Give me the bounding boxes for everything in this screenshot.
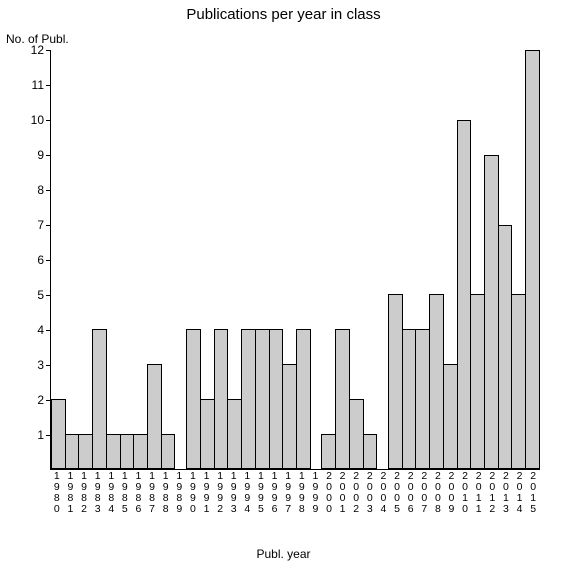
x-tick: 1987 — [145, 471, 159, 515]
bar — [106, 434, 121, 469]
x-tick: 1992 — [213, 471, 227, 515]
bar — [241, 329, 256, 469]
bar — [388, 294, 403, 469]
bar — [214, 329, 229, 469]
y-tick: 6 — [0, 253, 50, 267]
bar — [120, 434, 135, 469]
y-tick: 7 — [0, 218, 50, 232]
x-tick: 2006 — [404, 471, 418, 515]
bar — [335, 329, 350, 469]
y-tick: 10 — [0, 113, 50, 127]
y-tick: 4 — [0, 323, 50, 337]
y-tick: 8 — [0, 183, 50, 197]
x-tick: 1988 — [159, 471, 173, 515]
bar — [186, 329, 201, 469]
x-tick: 2014 — [513, 471, 527, 515]
x-tick: 1994 — [241, 471, 255, 515]
bar — [349, 399, 364, 469]
bar — [133, 434, 148, 469]
x-tick: 2002 — [349, 471, 363, 515]
x-tick: 1980 — [50, 471, 64, 515]
x-tick: 1981 — [64, 471, 78, 515]
x-tick: 1993 — [227, 471, 241, 515]
x-tick: 1985 — [118, 471, 132, 515]
x-tick: 1996 — [268, 471, 282, 515]
x-tick: 1990 — [186, 471, 200, 515]
bar — [511, 294, 526, 469]
bar — [147, 364, 162, 469]
x-tick: 1986 — [132, 471, 146, 515]
bar — [92, 329, 107, 469]
x-tick: 2009 — [445, 471, 459, 515]
bar — [457, 120, 472, 469]
x-ticks: 1980198119821983198419851986198719881989… — [50, 471, 540, 515]
x-tick: 2010 — [458, 471, 472, 515]
x-tick: 1999 — [309, 471, 323, 515]
y-tick: 3 — [0, 358, 50, 372]
bar — [78, 434, 93, 469]
x-tick: 2008 — [431, 471, 445, 515]
bar — [282, 364, 297, 469]
bar — [415, 329, 430, 469]
bar — [65, 434, 80, 469]
x-tick: 2013 — [499, 471, 513, 515]
publications-chart: Publications per year in class No. of Pu… — [0, 0, 567, 567]
x-tick: 1995 — [254, 471, 268, 515]
bar — [498, 225, 513, 469]
y-tick: 9 — [0, 148, 50, 162]
bar — [429, 294, 444, 469]
x-tick: 2001 — [336, 471, 350, 515]
bar — [484, 155, 499, 469]
bar — [51, 399, 66, 469]
x-tick: 1984 — [104, 471, 118, 515]
x-tick: 2007 — [417, 471, 431, 515]
x-tick: 1982 — [77, 471, 91, 515]
bar — [161, 434, 176, 469]
x-tick: 1991 — [200, 471, 214, 515]
bar — [402, 329, 417, 469]
x-tick: 1997 — [281, 471, 295, 515]
bar — [525, 50, 540, 469]
bar — [363, 434, 378, 469]
x-tick: 1983 — [91, 471, 105, 515]
bar — [296, 329, 311, 469]
x-tick: 1989 — [172, 471, 186, 515]
x-tick: 2000 — [322, 471, 336, 515]
bar — [200, 399, 215, 469]
y-tick: 12 — [0, 43, 50, 57]
x-tick: 2003 — [363, 471, 377, 515]
y-tick: 11 — [0, 78, 50, 92]
bars — [51, 50, 540, 469]
x-tick: 2015 — [526, 471, 540, 515]
x-tick: 2005 — [390, 471, 404, 515]
bar — [269, 329, 284, 469]
x-tick: 1998 — [295, 471, 309, 515]
bar — [443, 364, 458, 469]
bar — [321, 434, 336, 469]
bar — [255, 329, 270, 469]
y-tick: 5 — [0, 288, 50, 302]
chart-title: Publications per year in class — [0, 6, 567, 23]
y-tick: 2 — [0, 393, 50, 407]
x-axis-label: Publ. year — [0, 547, 567, 561]
x-tick: 2012 — [486, 471, 500, 515]
plot-area — [50, 50, 540, 470]
x-tick: 2011 — [472, 471, 486, 515]
bar — [470, 294, 485, 469]
y-tick: 1 — [0, 428, 50, 442]
x-tick: 2004 — [377, 471, 391, 515]
bar — [227, 399, 242, 469]
